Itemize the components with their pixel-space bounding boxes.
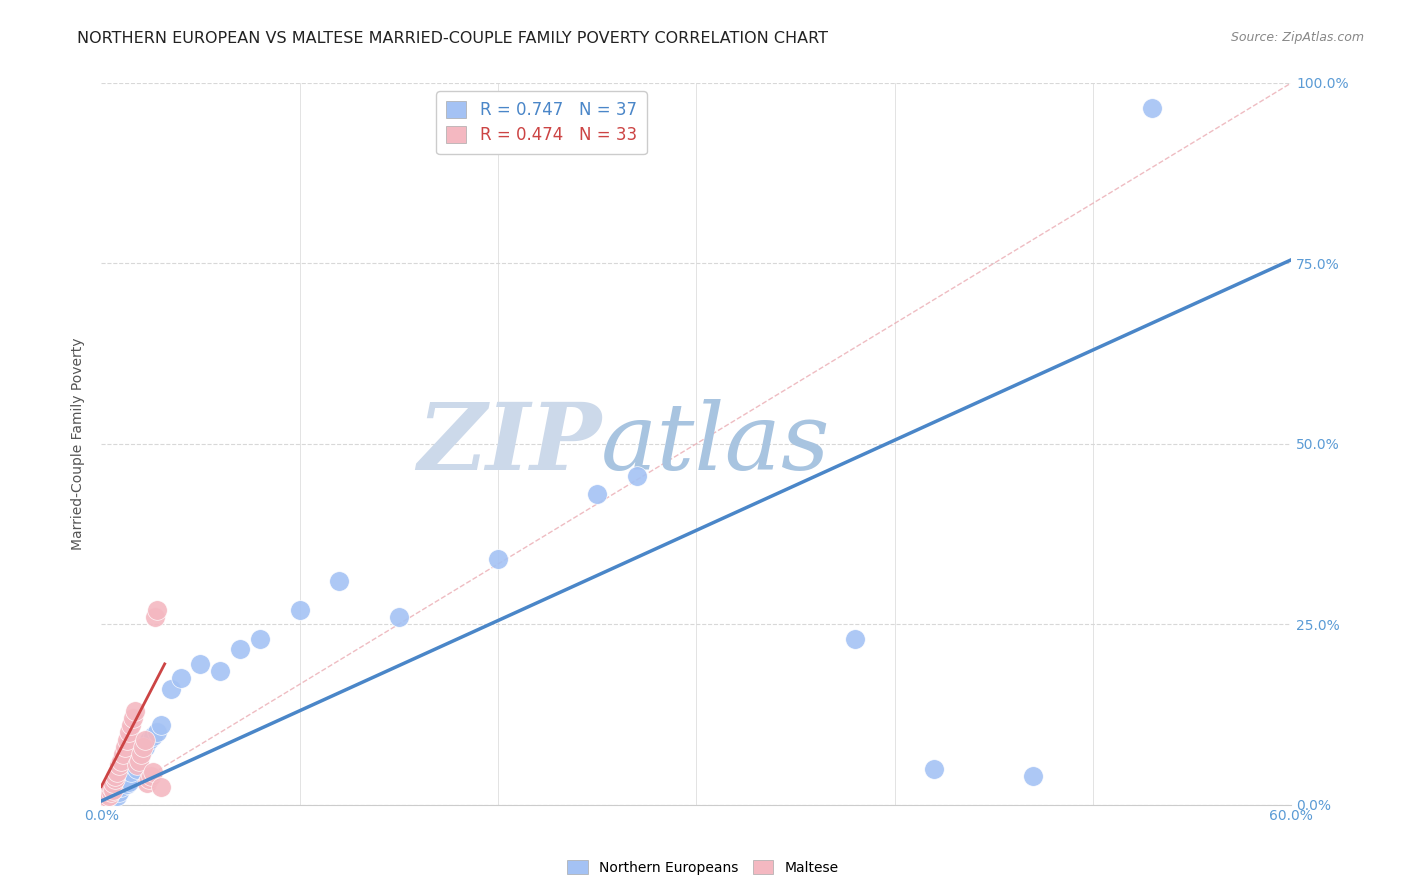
Point [91,794,114,808]
Legend: R = 0.747   N = 37, R = 0.474   N = 33: R = 0.747 N = 37, R = 0.474 N = 33 [436,91,647,154]
Point [100,792,122,806]
Point [844,632,866,646]
Point [108,758,131,772]
Point [94,790,117,805]
Point [98,789,121,803]
Point [94,792,117,806]
Text: atlas: atlas [600,399,831,489]
Point [100,784,122,798]
Point [104,780,127,794]
Point [249,632,271,646]
Text: ZIP: ZIP [416,399,600,489]
Point [115,732,138,747]
Point [142,729,165,743]
Point [124,754,146,768]
Point [118,774,141,789]
Point [132,739,155,754]
Point [143,610,166,624]
Point [139,769,162,783]
Point [169,671,191,685]
Point [145,725,167,739]
Point [96,787,118,801]
Legend: Northern Europeans, Maltese: Northern Europeans, Maltese [562,855,844,880]
Point [122,758,145,772]
Point [149,718,172,732]
Point [110,780,132,794]
Point [112,772,135,787]
Text: NORTHERN EUROPEAN VS MALTESE MARRIED-COUPLE FAMILY POVERTY CORRELATION CHART: NORTHERN EUROPEAN VS MALTESE MARRIED-COU… [77,31,828,46]
Point [114,739,136,754]
Point [122,711,145,725]
Point [145,603,167,617]
Point [105,765,128,780]
Point [128,750,150,764]
Point [98,789,121,803]
Point [101,790,124,805]
Point [1022,769,1045,783]
Point [91,794,114,808]
Point [142,765,165,780]
Point [105,781,128,796]
Point [486,552,509,566]
Point [112,747,135,761]
Point [134,732,156,747]
Point [104,772,127,787]
Point [96,790,118,805]
Point [96,792,118,806]
Point [149,780,172,794]
Point [129,747,152,761]
Point [101,783,124,797]
Point [100,780,122,794]
Y-axis label: Married-Couple Family Poverty: Married-Couple Family Poverty [72,337,86,550]
Point [114,769,136,783]
Point [138,772,160,787]
Point [108,784,131,798]
Point [105,789,128,803]
Point [101,783,124,797]
Point [586,487,609,501]
Point [229,642,252,657]
Point [328,574,350,588]
Point [1142,101,1164,115]
Text: Source: ZipAtlas.com: Source: ZipAtlas.com [1230,31,1364,45]
Point [138,732,160,747]
Point [120,765,142,780]
Point [626,469,648,483]
Point [135,776,157,790]
Point [159,682,181,697]
Point [104,769,127,783]
Point [108,776,131,790]
Point [104,787,127,801]
Point [125,762,148,776]
Point [96,787,118,801]
Point [209,664,232,678]
Point [118,725,141,739]
Point [100,784,122,798]
Point [388,610,411,624]
Point [288,603,311,617]
Point [120,718,142,732]
Point [124,704,146,718]
Point [115,777,138,791]
Point [110,754,132,768]
Point [129,747,152,761]
Point [125,758,148,772]
Point [134,739,156,754]
Point [128,754,150,768]
Point [190,657,212,671]
Point [924,762,946,776]
Point [101,776,124,790]
